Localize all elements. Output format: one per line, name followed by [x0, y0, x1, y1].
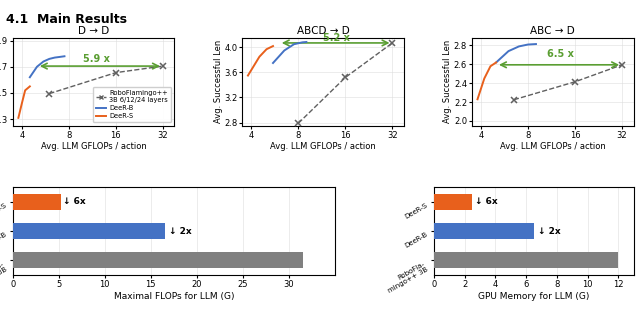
- X-axis label: Avg. LLM GFLOPs / action: Avg. LLM GFLOPs / action: [500, 142, 605, 151]
- Text: ↓ 6x: ↓ 6x: [63, 197, 86, 206]
- Bar: [13, 252, 303, 268]
- Text: 6.5 x: 6.5 x: [547, 49, 574, 59]
- Text: ↓ 2x: ↓ 2x: [169, 227, 192, 235]
- Bar: [434, 252, 618, 268]
- Bar: [13, 223, 164, 239]
- Legend: RoboFlamingo++
3B 6/12/24 layers, DeeR-B, DeeR-S: RoboFlamingo++ 3B 6/12/24 layers, DeeR-B…: [93, 87, 171, 122]
- Text: 5.2 x: 5.2 x: [323, 33, 350, 43]
- Y-axis label: Avg. Successful Len: Avg. Successful Len: [214, 40, 223, 124]
- Bar: [434, 194, 472, 210]
- Text: ↓ 2x: ↓ 2x: [538, 227, 561, 235]
- Text: ↓ 6x: ↓ 6x: [476, 197, 498, 206]
- Y-axis label: Avg. Successful Len: Avg. Successful Len: [444, 40, 452, 124]
- Title: ABCD → D: ABCD → D: [297, 26, 349, 36]
- X-axis label: GPU Memory for LLM (G): GPU Memory for LLM (G): [478, 292, 589, 301]
- Bar: [434, 223, 534, 239]
- Text: 4.1  Main Results: 4.1 Main Results: [6, 13, 127, 26]
- Title: D → D: D → D: [78, 26, 109, 36]
- Title: ABC → D: ABC → D: [531, 26, 575, 36]
- Text: 5.9 x: 5.9 x: [83, 54, 110, 64]
- X-axis label: Avg. LLM GFLOPs / action: Avg. LLM GFLOPs / action: [270, 142, 376, 151]
- Bar: [13, 194, 61, 210]
- X-axis label: Avg. LLM GFLOPs / action: Avg. LLM GFLOPs / action: [41, 142, 147, 151]
- X-axis label: Maximal FLOPs for LLM (G): Maximal FLOPs for LLM (G): [113, 292, 234, 301]
